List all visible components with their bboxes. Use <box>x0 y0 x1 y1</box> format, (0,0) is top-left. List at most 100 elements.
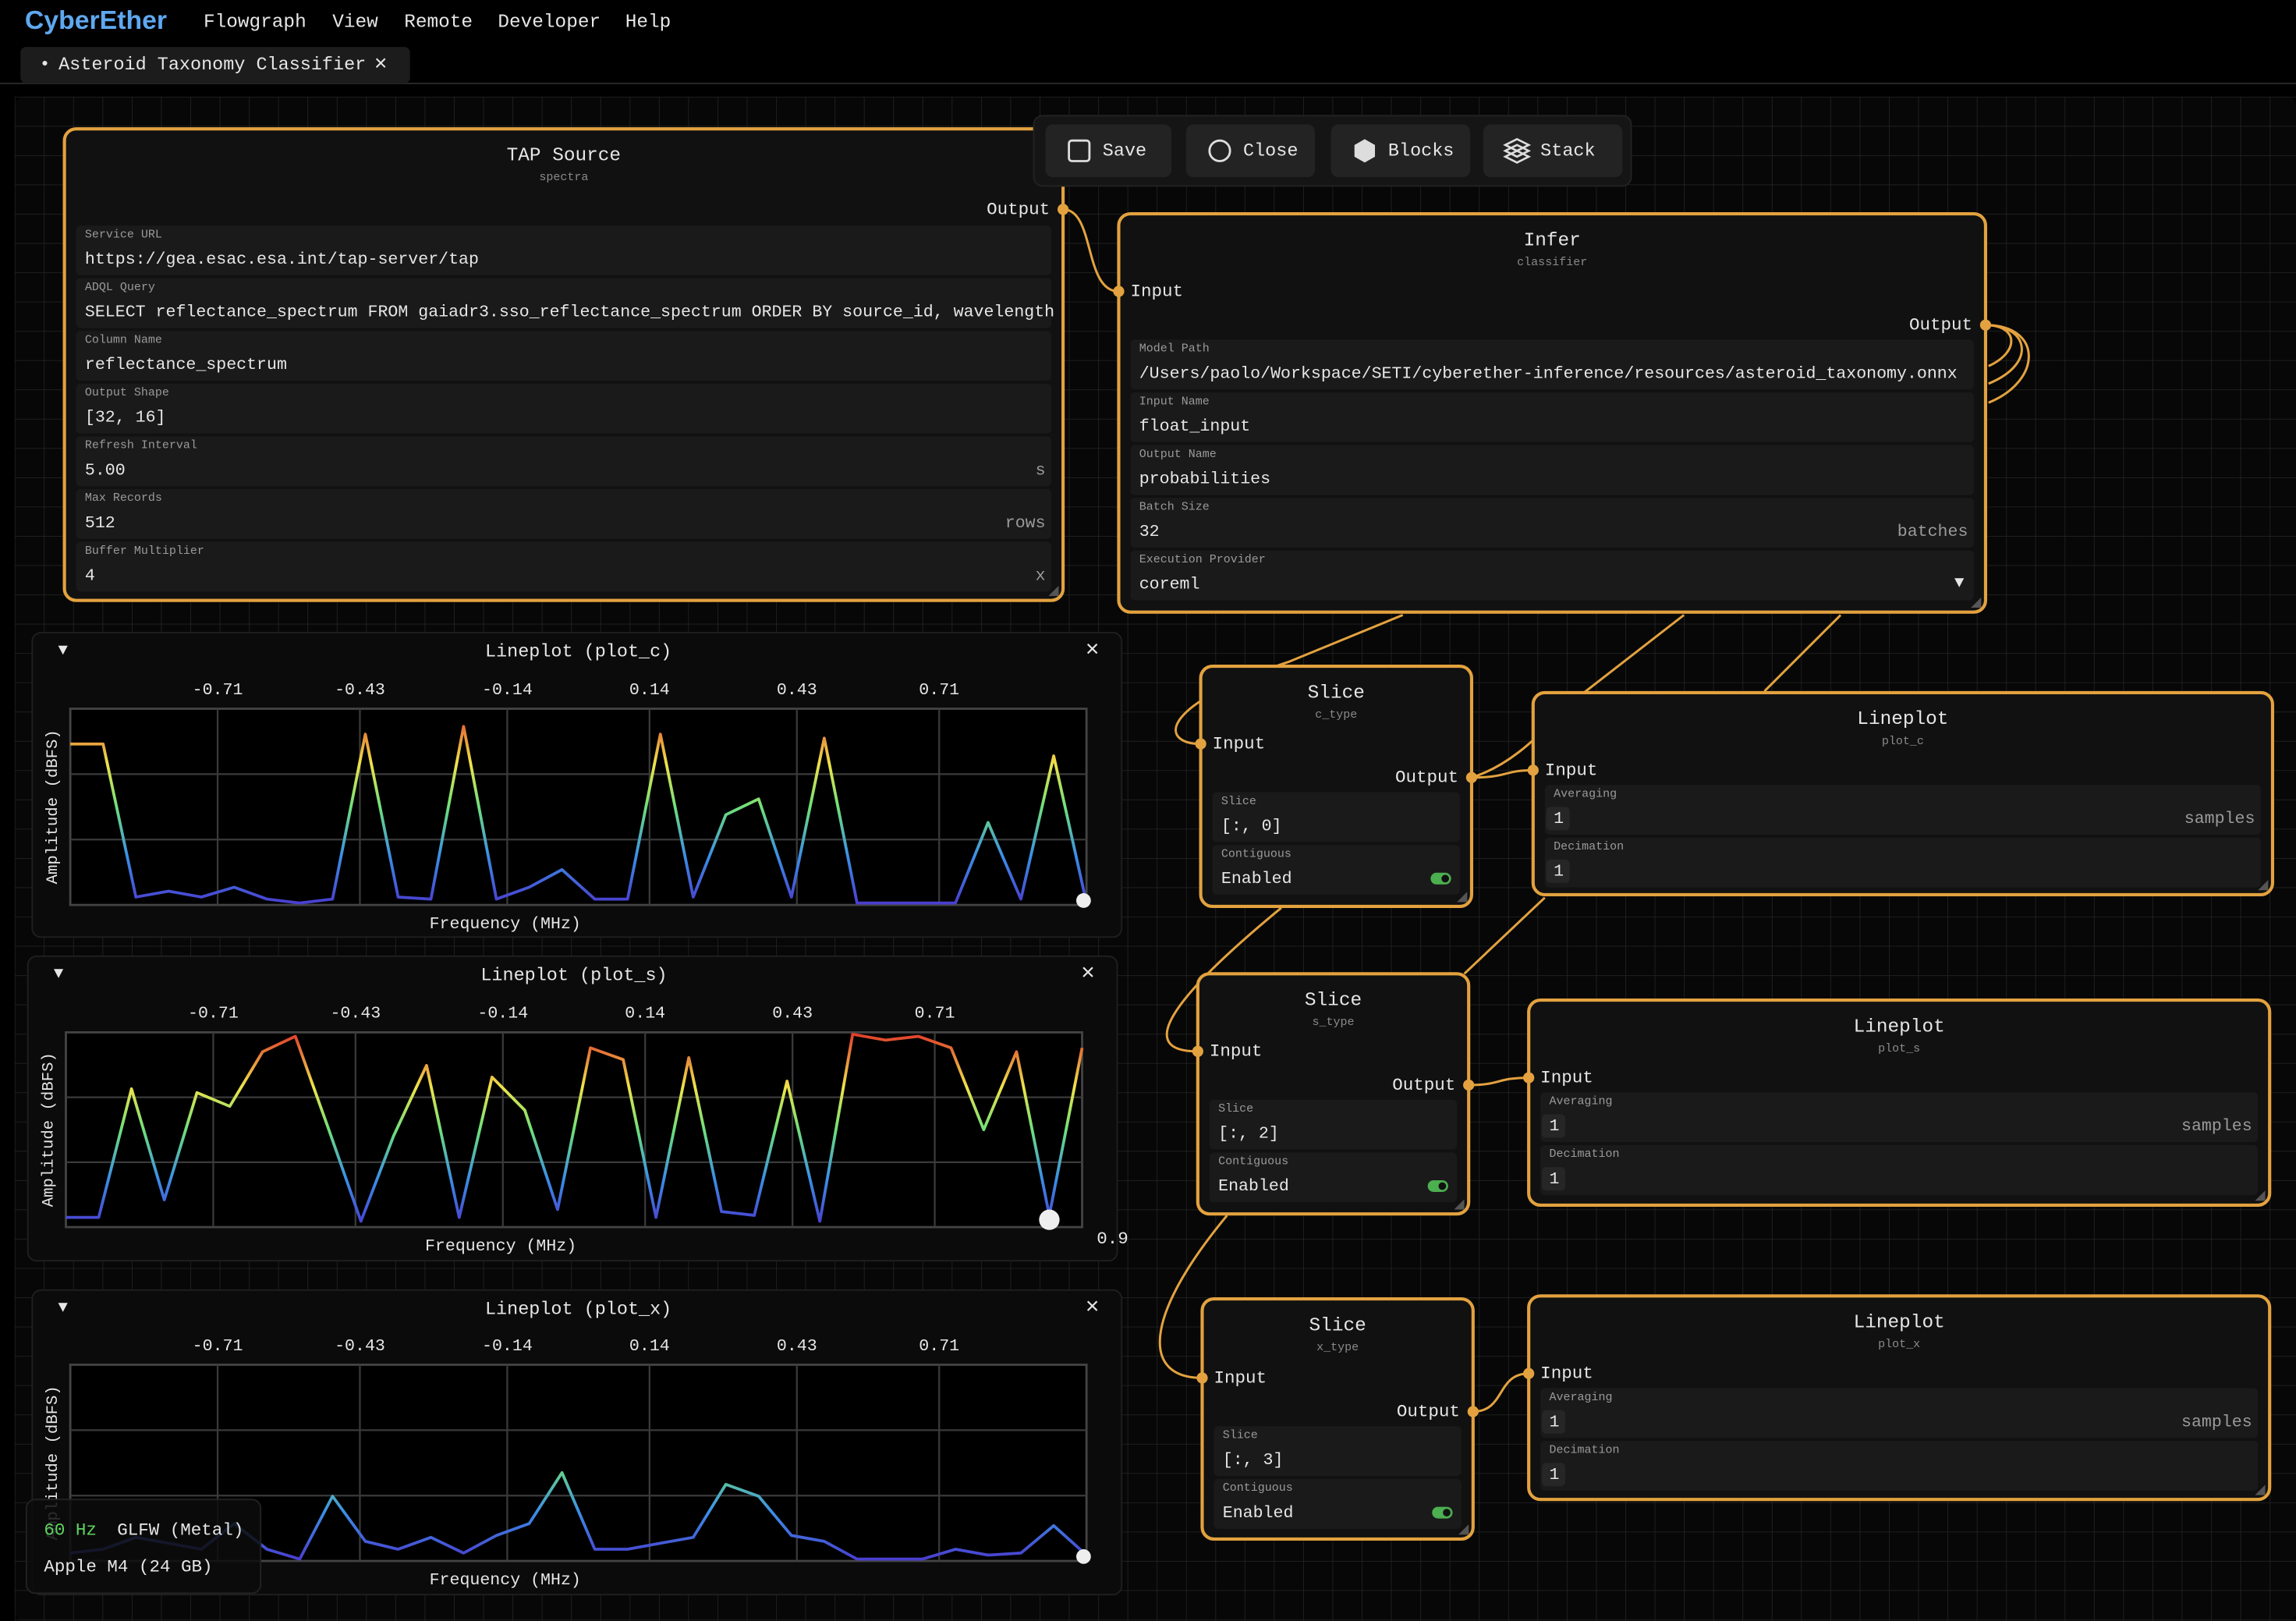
wire <box>1763 614 1842 693</box>
stack-icon <box>1503 137 1532 152</box>
plot-close[interactable]: × <box>1081 961 1095 988</box>
field[interactable] <box>1130 445 1974 495</box>
output-port[interactable] <box>1463 1079 1475 1091</box>
field[interactable] <box>1130 550 1974 601</box>
input-label: Input <box>1210 1041 1263 1062</box>
field[interactable] <box>76 383 1052 434</box>
node-title: Slice <box>1305 991 1362 1012</box>
menu-item[interactable]: Flowgraph <box>204 12 306 34</box>
field-label: Batch Size <box>1139 500 1210 513</box>
toolbar-button[interactable] <box>1045 124 1172 178</box>
field[interactable] <box>76 225 1052 275</box>
field[interactable] <box>1540 1441 2259 1491</box>
field[interactable] <box>1214 1478 1462 1529</box>
field[interactable] <box>76 541 1052 592</box>
output-port[interactable] <box>1979 319 1992 331</box>
output-port[interactable] <box>1465 771 1478 783</box>
field[interactable] <box>1540 1144 2259 1195</box>
field[interactable] <box>1209 1152 1458 1203</box>
node-subtitle: classifier <box>1517 256 1587 269</box>
field-label: Averaging <box>1549 1391 1612 1404</box>
output-label: Output <box>1909 315 1972 335</box>
input-label: Input <box>1130 282 1183 302</box>
field[interactable] <box>1130 339 1974 390</box>
field-label: Refresh Interval <box>85 439 197 452</box>
x-tick-label: 0.14 <box>629 1337 670 1356</box>
field-unit: batches <box>1897 523 1968 541</box>
toolbar-label[interactable]: Blocks <box>1388 141 1454 162</box>
x-tick-label: -0.43 <box>330 1005 381 1023</box>
tab[interactable] <box>20 47 410 83</box>
output-port[interactable] <box>1467 1406 1479 1417</box>
toolbar-label[interactable]: Stack <box>1540 141 1595 162</box>
field-unit: x <box>1036 566 1046 585</box>
x-tick-label: -0.14 <box>477 1005 528 1023</box>
field[interactable] <box>1212 792 1460 842</box>
tab-title[interactable]: Asteroid Taxonomy Classifier <box>58 55 366 76</box>
x-tick-label: -0.43 <box>335 1337 385 1356</box>
dropdown-arrow[interactable]: ▼ <box>1954 575 1965 593</box>
field[interactable] <box>76 278 1052 328</box>
field[interactable] <box>1544 837 2261 888</box>
field[interactable] <box>1209 1099 1458 1150</box>
field[interactable] <box>1540 1388 2259 1438</box>
input-port[interactable] <box>1523 1072 1535 1084</box>
field[interactable] <box>76 488 1052 539</box>
collapse-toggle[interactable]: ▼ <box>58 642 69 660</box>
field[interactable] <box>1130 498 1974 548</box>
field[interactable] <box>76 436 1052 487</box>
field-label: Model Path <box>1139 342 1210 356</box>
node-title: Slice <box>1309 1315 1366 1336</box>
field[interactable] <box>1214 1426 1462 1477</box>
x-axis-label: Frequency (MHz) <box>430 915 581 934</box>
layer: Flowgraph View Remote Developer Help ▼ Lineplo… <box>25 12 2275 1596</box>
menu-item[interactable]: Developer <box>498 12 601 34</box>
field[interactable] <box>1540 1092 2259 1143</box>
input-port[interactable] <box>1192 1045 1203 1057</box>
field[interactable] <box>1130 392 1974 442</box>
field-unit: rows <box>1005 514 1046 533</box>
wire <box>1062 208 1119 293</box>
input-port[interactable] <box>1527 764 1539 776</box>
collapse-toggle[interactable]: ▼ <box>58 1300 69 1318</box>
field-label: Slice <box>1221 795 1256 808</box>
value-box <box>1542 1463 1566 1487</box>
toolbar-label[interactable]: Close <box>1243 141 1298 162</box>
field-label: Slice <box>1223 1429 1258 1442</box>
field-label: Decimation <box>1549 1147 1619 1161</box>
input-port[interactable] <box>1195 738 1206 750</box>
tab-close[interactable]: × <box>374 53 388 77</box>
field[interactable] <box>76 331 1052 381</box>
field-value: [:, 3] <box>1223 1451 1284 1470</box>
menu-item[interactable]: View <box>332 12 378 34</box>
output-label: Output <box>1392 1075 1455 1095</box>
menu-item[interactable]: Remote <box>404 12 473 34</box>
field-value: 1 <box>1549 1117 1559 1136</box>
input-port[interactable] <box>1196 1372 1208 1384</box>
plot-close[interactable]: × <box>1086 637 1100 664</box>
toolbar-button[interactable] <box>1330 124 1471 178</box>
field-value: SELECT reflectance_spectrum FROM gaiadr3… <box>85 303 1054 322</box>
toolbar-button[interactable] <box>1185 124 1316 178</box>
save-icon <box>1068 139 1091 162</box>
output-label: Output <box>987 199 1050 219</box>
field[interactable] <box>1544 785 2261 835</box>
stack-icon <box>1503 149 1532 164</box>
field-label: Input Name <box>1139 395 1210 408</box>
field-label: Slice <box>1218 1102 1253 1116</box>
field-label: Contiguous <box>1223 1481 1293 1495</box>
input-port[interactable] <box>1523 1367 1535 1379</box>
field-value: https://gea.esac.esa.int/tap-server/tap <box>85 250 479 269</box>
field-label: Buffer Multiplier <box>85 544 204 558</box>
output-port[interactable] <box>1057 204 1069 215</box>
toggle-knob <box>1443 1509 1451 1516</box>
plot-close[interactable]: × <box>1086 1295 1100 1321</box>
wire <box>1469 1077 1529 1087</box>
input-label: Input <box>1213 734 1266 754</box>
toolbar-label[interactable]: Save <box>1103 141 1146 162</box>
collapse-toggle[interactable]: ▼ <box>54 966 64 984</box>
menu-item[interactable]: Help <box>625 12 671 34</box>
field[interactable] <box>1212 845 1460 895</box>
toolbar-button[interactable] <box>1483 124 1623 178</box>
input-port[interactable] <box>1113 286 1125 297</box>
